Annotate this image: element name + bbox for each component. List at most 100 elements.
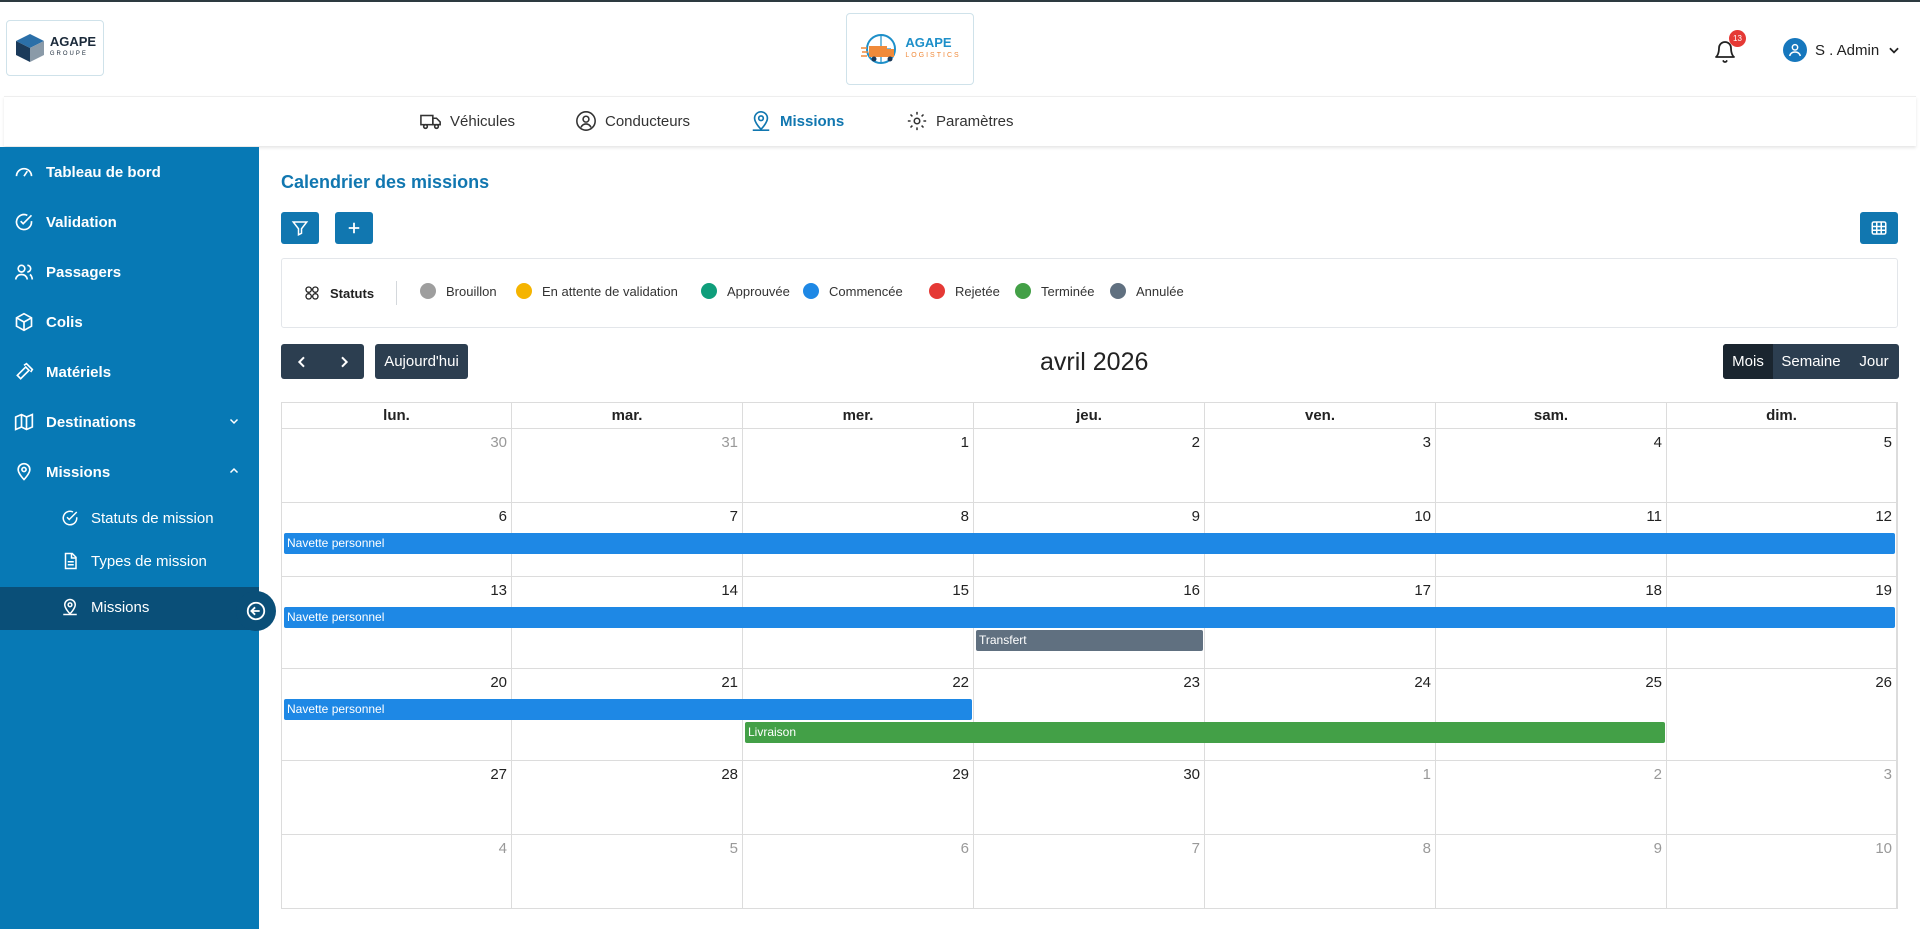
table-view-button[interactable] (1860, 212, 1898, 244)
day-cell[interactable]: 4 (1436, 429, 1667, 503)
day-cell[interactable]: 9 (1436, 835, 1667, 909)
day-number[interactable]: 10 (1875, 840, 1892, 857)
day-number[interactable]: 8 (1422, 840, 1431, 857)
day-number[interactable]: 29 (952, 766, 969, 783)
day-number[interactable]: 1 (960, 434, 969, 451)
day-number[interactable]: 17 (1414, 582, 1431, 599)
agape-groupe-logo[interactable]: AGAPE GROUPE (6, 20, 104, 76)
day-cell[interactable]: 1 (1205, 761, 1436, 835)
day-cell[interactable]: 5 (512, 835, 743, 909)
filter-button[interactable] (281, 212, 319, 244)
day-number[interactable]: 2 (1653, 766, 1662, 783)
sidebar-subitem-missions[interactable]: Missions (61, 598, 149, 616)
user-menu[interactable]: S . Admin (1783, 38, 1901, 62)
day-cell[interactable]: 24 (1205, 669, 1436, 761)
day-number[interactable]: 26 (1875, 674, 1892, 691)
day-number[interactable]: 11 (1646, 508, 1662, 525)
day-number[interactable]: 20 (490, 674, 507, 691)
day-cell[interactable]: 7 (974, 835, 1205, 909)
day-number[interactable]: 5 (729, 840, 738, 857)
day-cell[interactable]: 29 (743, 761, 974, 835)
day-number[interactable]: 6 (498, 508, 507, 525)
day-cell[interactable]: 30 (282, 429, 512, 503)
day-number[interactable]: 5 (1883, 434, 1892, 451)
sidebar-item-passagers[interactable]: Passagers (14, 262, 121, 282)
day-cell[interactable]: 4 (282, 835, 512, 909)
day-cell[interactable]: 27 (282, 761, 512, 835)
day-number[interactable]: 9 (1653, 840, 1662, 857)
day-number[interactable]: 15 (952, 582, 969, 599)
prev-month-button[interactable] (281, 344, 323, 379)
day-cell[interactable]: 3 (1205, 429, 1436, 503)
day-number[interactable]: 24 (1414, 674, 1431, 691)
day-number[interactable]: 19 (1875, 582, 1892, 599)
day-cell[interactable]: 31 (512, 429, 743, 503)
day-cell[interactable]: 6 (743, 835, 974, 909)
day-cell[interactable]: 3 (1667, 761, 1897, 835)
day-cell[interactable]: 2 (1436, 761, 1667, 835)
sidebar-item-missions[interactable]: Missions (14, 462, 254, 482)
sidebar-item-tableau-de-bord[interactable]: Tableau de bord (14, 162, 161, 182)
day-number[interactable]: 21 (721, 674, 738, 691)
day-number[interactable]: 4 (1653, 434, 1662, 451)
day-number[interactable]: 27 (490, 766, 507, 783)
day-cell[interactable]: 23 (974, 669, 1205, 761)
calendar-event[interactable]: Navette personnel (284, 699, 972, 720)
day-number[interactable]: 23 (1183, 674, 1200, 691)
day-number[interactable]: 18 (1645, 582, 1662, 599)
sidebar-item-validation[interactable]: Validation (14, 212, 117, 232)
day-number[interactable]: 12 (1875, 508, 1892, 525)
add-mission-button[interactable] (335, 212, 373, 244)
next-month-button[interactable] (323, 344, 364, 379)
day-number[interactable]: 3 (1883, 766, 1892, 783)
day-number[interactable]: 22 (952, 674, 969, 691)
day-cell[interactable]: 19 (1667, 577, 1897, 669)
day-number[interactable]: 30 (1183, 766, 1200, 783)
nav-vehicules[interactable]: Véhicules (420, 110, 515, 132)
view-week-button[interactable]: Semaine (1781, 353, 1841, 370)
day-cell[interactable]: 25 (1436, 669, 1667, 761)
day-cell[interactable]: 28 (512, 761, 743, 835)
day-cell[interactable]: 10 (1667, 835, 1897, 909)
nav-parametres[interactable]: Paramètres (906, 110, 1014, 132)
day-number[interactable]: 31 (721, 434, 738, 451)
view-day-button[interactable]: Jour (1859, 353, 1889, 370)
day-number[interactable]: 8 (960, 508, 969, 525)
nav-conducteurs[interactable]: Conducteurs (575, 110, 690, 132)
day-cell[interactable]: 30 (974, 761, 1205, 835)
day-cell[interactable]: 5 (1667, 429, 1897, 503)
sidebar-collapse-button[interactable] (236, 591, 276, 631)
day-number[interactable]: 7 (1191, 840, 1200, 857)
day-number[interactable]: 1 (1422, 766, 1431, 783)
day-number[interactable]: 3 (1422, 434, 1431, 451)
day-number[interactable]: 30 (490, 434, 507, 451)
day-cell[interactable]: 22 (743, 669, 974, 761)
day-cell[interactable]: 8 (1205, 835, 1436, 909)
calendar-event[interactable]: Navette personnel (284, 607, 1895, 628)
day-number[interactable]: 10 (1414, 508, 1431, 525)
day-cell[interactable]: 26 (1667, 669, 1897, 761)
day-number[interactable]: 9 (1191, 508, 1200, 525)
day-cell[interactable]: 12 (1667, 503, 1897, 577)
sidebar-item-materiels[interactable]: Matériels (14, 362, 111, 382)
day-number[interactable]: 7 (729, 508, 738, 525)
day-cell[interactable]: 1 (743, 429, 974, 503)
day-number[interactable]: 2 (1191, 434, 1200, 451)
sidebar-item-colis[interactable]: Colis (14, 312, 83, 332)
day-number[interactable]: 28 (721, 766, 738, 783)
day-number[interactable]: 4 (498, 840, 507, 857)
day-number[interactable]: 14 (721, 582, 738, 599)
agape-logistics-logo[interactable]: AGAPE LOGISTICS (846, 13, 974, 85)
calendar-event[interactable]: Livraison (745, 722, 1665, 743)
day-number[interactable]: 16 (1183, 582, 1200, 599)
calendar-event[interactable]: Transfert (976, 630, 1203, 651)
sidebar-item-destinations[interactable]: Destinations (14, 412, 254, 432)
day-number[interactable]: 25 (1645, 674, 1662, 691)
sidebar-subitem-types-de-mission[interactable]: Types de mission (61, 552, 207, 570)
bell-icon[interactable] (1713, 40, 1737, 64)
today-button[interactable]: Aujourd'hui (375, 344, 468, 379)
nav-missions[interactable]: Missions (750, 110, 844, 132)
day-cell[interactable]: 2 (974, 429, 1205, 503)
day-number[interactable]: 13 (490, 582, 507, 599)
day-number[interactable]: 6 (960, 840, 969, 857)
